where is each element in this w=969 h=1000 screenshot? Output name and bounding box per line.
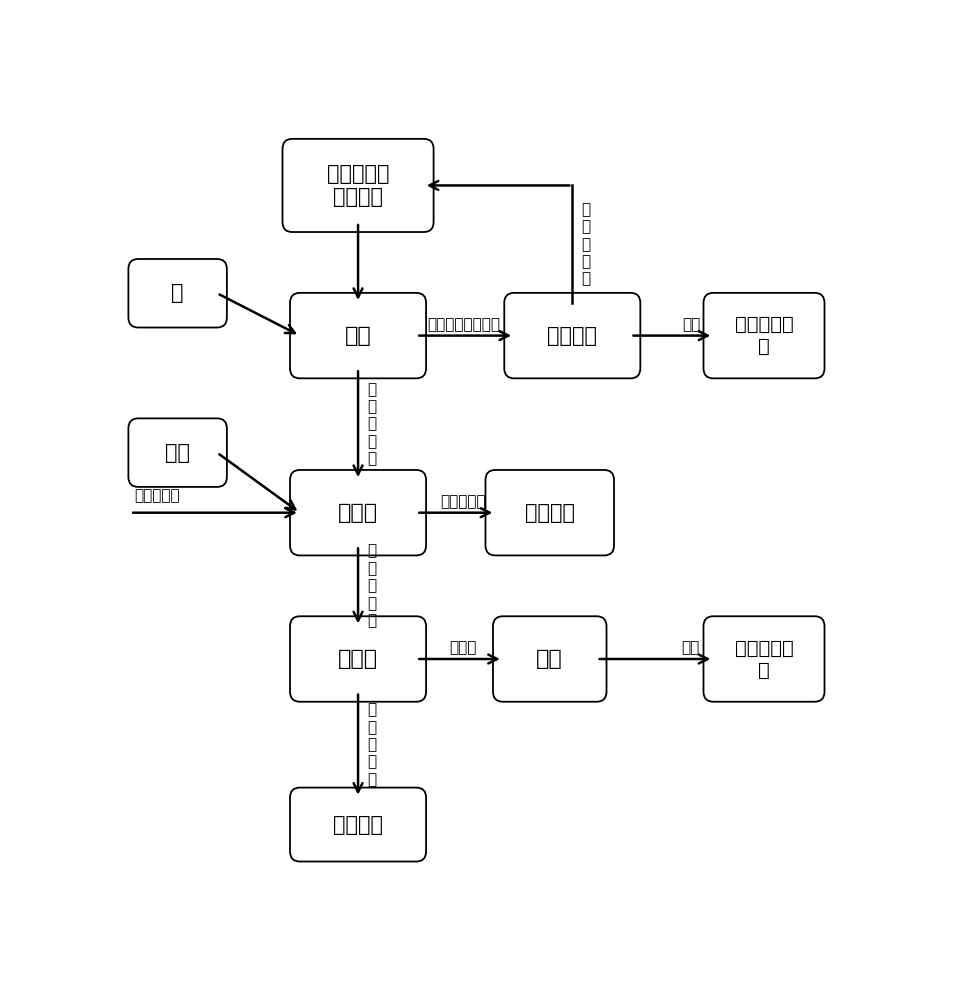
FancyBboxPatch shape: [484, 470, 613, 555]
Text: 反渗透: 反渗透: [337, 649, 378, 669]
Text: 板框压滤: 板框压滤: [547, 326, 597, 346]
Text: 第
二
透
过
液: 第 二 透 过 液: [580, 202, 590, 286]
FancyBboxPatch shape: [290, 788, 425, 862]
Text: 干燥: 干燥: [536, 649, 563, 669]
Text: 电
渗
析
淡
水: 电 渗 析 淡 水: [366, 544, 376, 628]
Text: 含沉淀物的截留液: 含沉淀物的截留液: [426, 317, 499, 332]
Text: 蒸发结晶: 蒸发结晶: [524, 503, 575, 523]
FancyBboxPatch shape: [290, 470, 425, 555]
FancyBboxPatch shape: [282, 139, 433, 232]
Text: 浓缩液: 浓缩液: [450, 640, 477, 655]
Text: 第
三
透
过
液: 第 三 透 过 液: [366, 702, 376, 787]
FancyBboxPatch shape: [290, 293, 425, 378]
FancyBboxPatch shape: [290, 616, 425, 702]
FancyBboxPatch shape: [128, 418, 227, 487]
FancyBboxPatch shape: [504, 293, 640, 378]
Text: 集中打包填
埋: 集中打包填 埋: [734, 315, 793, 356]
FancyBboxPatch shape: [492, 616, 606, 702]
Text: 粉末: 粉末: [680, 640, 699, 655]
FancyBboxPatch shape: [128, 259, 227, 328]
Text: 第
一
透
过
液: 第 一 透 过 液: [366, 382, 376, 466]
Text: 加酸: 加酸: [165, 443, 190, 463]
Text: 渗滤液膜处
理浓缩液: 渗滤液膜处 理浓缩液: [327, 164, 389, 207]
Text: 电渗析浓水: 电渗析浓水: [440, 494, 485, 509]
Text: 反渗透产水: 反渗透产水: [134, 488, 179, 503]
FancyBboxPatch shape: [703, 616, 824, 702]
Text: 微滤: 微滤: [344, 326, 371, 346]
Text: 达标排放: 达标排放: [332, 815, 383, 835]
FancyBboxPatch shape: [703, 293, 824, 378]
Text: 泥饼: 泥饼: [681, 317, 700, 332]
Text: 电渗析: 电渗析: [337, 503, 378, 523]
Text: 集中打包填
埋: 集中打包填 埋: [734, 639, 793, 680]
Text: 碱: 碱: [172, 283, 184, 303]
